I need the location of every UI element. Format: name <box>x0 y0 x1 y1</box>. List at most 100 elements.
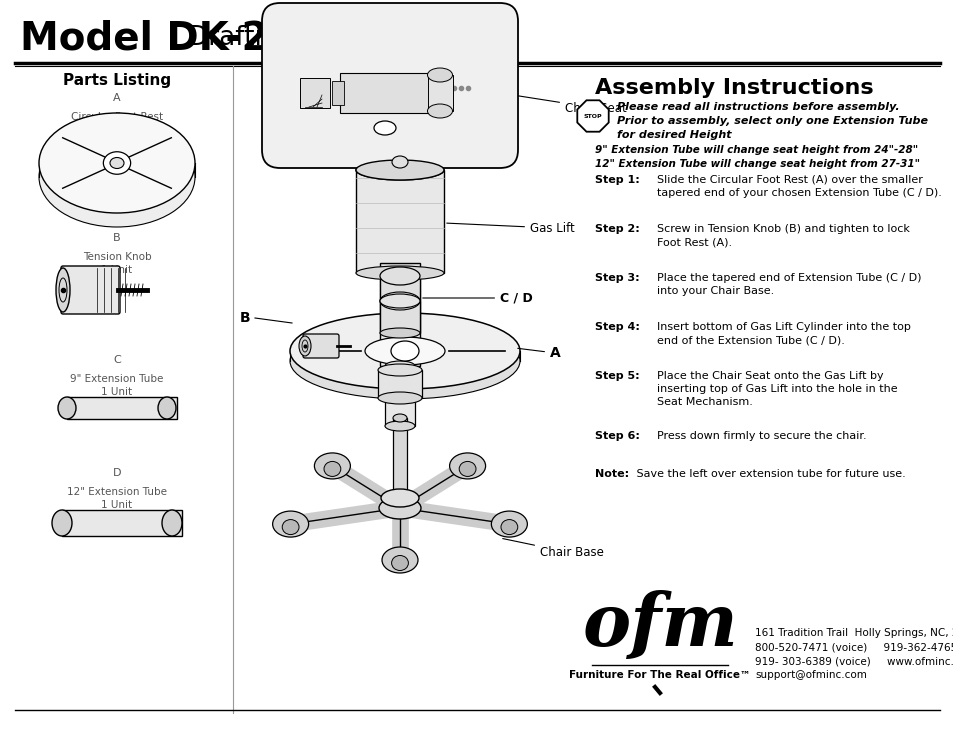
Ellipse shape <box>379 328 419 338</box>
Ellipse shape <box>158 397 175 419</box>
Text: Step 4:: Step 4: <box>595 322 639 332</box>
Ellipse shape <box>324 461 340 477</box>
Text: Parts Listing: Parts Listing <box>63 74 171 89</box>
Ellipse shape <box>39 127 194 227</box>
Bar <box>385 366 415 426</box>
Text: Step 6:: Step 6: <box>595 431 639 441</box>
Text: Please read all instructions before assembly.
Prior to assembly, select only one: Please read all instructions before asse… <box>617 102 927 140</box>
Text: A: A <box>113 93 121 103</box>
Ellipse shape <box>162 510 182 536</box>
Text: Save the left over extension tube for future use.: Save the left over extension tube for fu… <box>633 469 904 479</box>
Ellipse shape <box>377 392 421 404</box>
Bar <box>299 78 330 108</box>
Ellipse shape <box>380 489 418 507</box>
Text: Note:: Note: <box>595 469 628 479</box>
Bar <box>67 397 177 419</box>
Text: Press down firmly to secure the chair.: Press down firmly to secure the chair. <box>657 431 865 441</box>
Bar <box>62 510 182 536</box>
Text: Step 5:: Step 5: <box>595 371 639 381</box>
Text: A: A <box>517 346 560 360</box>
Ellipse shape <box>314 453 350 479</box>
Ellipse shape <box>427 68 452 82</box>
Ellipse shape <box>103 152 131 174</box>
Text: 161 Tradition Trail  Holly Springs, NC, 27540: 161 Tradition Trail Holly Springs, NC, 2… <box>754 628 953 638</box>
FancyBboxPatch shape <box>303 334 338 358</box>
Text: C / D: C / D <box>422 292 532 305</box>
Ellipse shape <box>379 267 419 285</box>
Ellipse shape <box>298 336 311 356</box>
Text: ofm: ofm <box>581 590 738 661</box>
Text: B: B <box>113 233 121 243</box>
Ellipse shape <box>290 323 519 399</box>
Text: Circular Foot Rest
1 Unit: Circular Foot Rest 1 Unit <box>71 112 163 135</box>
Polygon shape <box>577 100 608 131</box>
Text: Step 3:: Step 3: <box>595 273 639 283</box>
Ellipse shape <box>355 160 443 180</box>
Text: C: C <box>113 355 121 365</box>
Text: Step 1:: Step 1: <box>595 175 639 185</box>
Bar <box>379 263 419 333</box>
Ellipse shape <box>385 421 415 431</box>
Bar <box>428 75 453 111</box>
Text: Chair Base: Chair Base <box>502 539 603 559</box>
Ellipse shape <box>458 461 476 477</box>
Text: Drafting Kit Assembly: Drafting Kit Assembly <box>188 25 474 51</box>
Ellipse shape <box>427 104 452 118</box>
Ellipse shape <box>282 520 298 534</box>
Text: Gas Lift: Gas Lift <box>446 221 574 235</box>
Ellipse shape <box>491 511 527 537</box>
Ellipse shape <box>110 157 124 168</box>
Ellipse shape <box>385 361 415 371</box>
Ellipse shape <box>393 414 407 422</box>
Text: Screw in Tension Knob (B) and tighten to lock
Foot Rest (A).: Screw in Tension Knob (B) and tighten to… <box>657 224 909 247</box>
Text: Tension Knob
1 Unit: Tension Knob 1 Unit <box>83 252 152 275</box>
Text: 12" Extension Tube
1 Unit: 12" Extension Tube 1 Unit <box>67 487 167 510</box>
Text: 800-520-7471 (voice)     919-362-4765 (fax): 800-520-7471 (voice) 919-362-4765 (fax) <box>754 642 953 652</box>
Ellipse shape <box>392 156 408 168</box>
Bar <box>355 170 443 273</box>
Ellipse shape <box>391 556 408 570</box>
Bar <box>379 276 419 301</box>
Text: Insert bottom of Gas Lift Cylinder into the top
end of the Extension Tube (C / D: Insert bottom of Gas Lift Cylinder into … <box>657 322 910 345</box>
FancyBboxPatch shape <box>61 266 120 314</box>
FancyBboxPatch shape <box>262 3 517 168</box>
Ellipse shape <box>355 160 443 180</box>
Text: Place the tapered end of Extension Tube (C / D)
into your Chair Base.: Place the tapered end of Extension Tube … <box>657 273 921 296</box>
Text: B: B <box>239 311 250 325</box>
Ellipse shape <box>393 496 407 504</box>
Text: Chair Seat: Chair Seat <box>502 94 626 114</box>
Ellipse shape <box>377 364 421 376</box>
Bar <box>379 301 419 366</box>
Ellipse shape <box>378 497 420 519</box>
Text: Slide the Circular Foot Rest (A) over the smaller
tapered end of your chosen Ext: Slide the Circular Foot Rest (A) over th… <box>657 175 941 199</box>
Bar <box>339 73 439 113</box>
Bar <box>393 418 407 500</box>
Ellipse shape <box>273 511 309 537</box>
Ellipse shape <box>52 510 71 536</box>
Text: support@ofminc.com: support@ofminc.com <box>754 670 866 680</box>
Ellipse shape <box>374 121 395 135</box>
Text: D: D <box>112 468 121 478</box>
Text: STOP: STOP <box>583 114 601 119</box>
Ellipse shape <box>379 294 419 308</box>
Ellipse shape <box>391 341 418 361</box>
Ellipse shape <box>500 520 517 534</box>
Ellipse shape <box>280 21 499 165</box>
Text: Place the Chair Seat onto the Gas Lift by
inserting top of Gas Lift into the hol: Place the Chair Seat onto the Gas Lift b… <box>657 371 897 407</box>
Ellipse shape <box>365 337 444 365</box>
Text: Step 2:: Step 2: <box>595 224 639 234</box>
Ellipse shape <box>355 266 443 280</box>
Ellipse shape <box>379 292 419 310</box>
Text: 9" Extension Tube will change seat height from 24"-28"
12" Extension Tube will c: 9" Extension Tube will change seat heigh… <box>595 145 919 169</box>
Bar <box>332 81 344 105</box>
Ellipse shape <box>449 453 485 479</box>
Ellipse shape <box>58 397 76 419</box>
Ellipse shape <box>39 113 194 213</box>
Ellipse shape <box>290 313 519 389</box>
Text: Assembly Instructions: Assembly Instructions <box>595 78 873 98</box>
Bar <box>377 370 421 398</box>
Text: Model DK-2: Model DK-2 <box>20 19 269 57</box>
Ellipse shape <box>381 547 417 573</box>
Text: 919- 303-6389 (voice)     www.ofminc.com: 919- 303-6389 (voice) www.ofminc.com <box>754 656 953 666</box>
Text: 9" Extension Tube
1 Unit: 9" Extension Tube 1 Unit <box>71 374 164 397</box>
